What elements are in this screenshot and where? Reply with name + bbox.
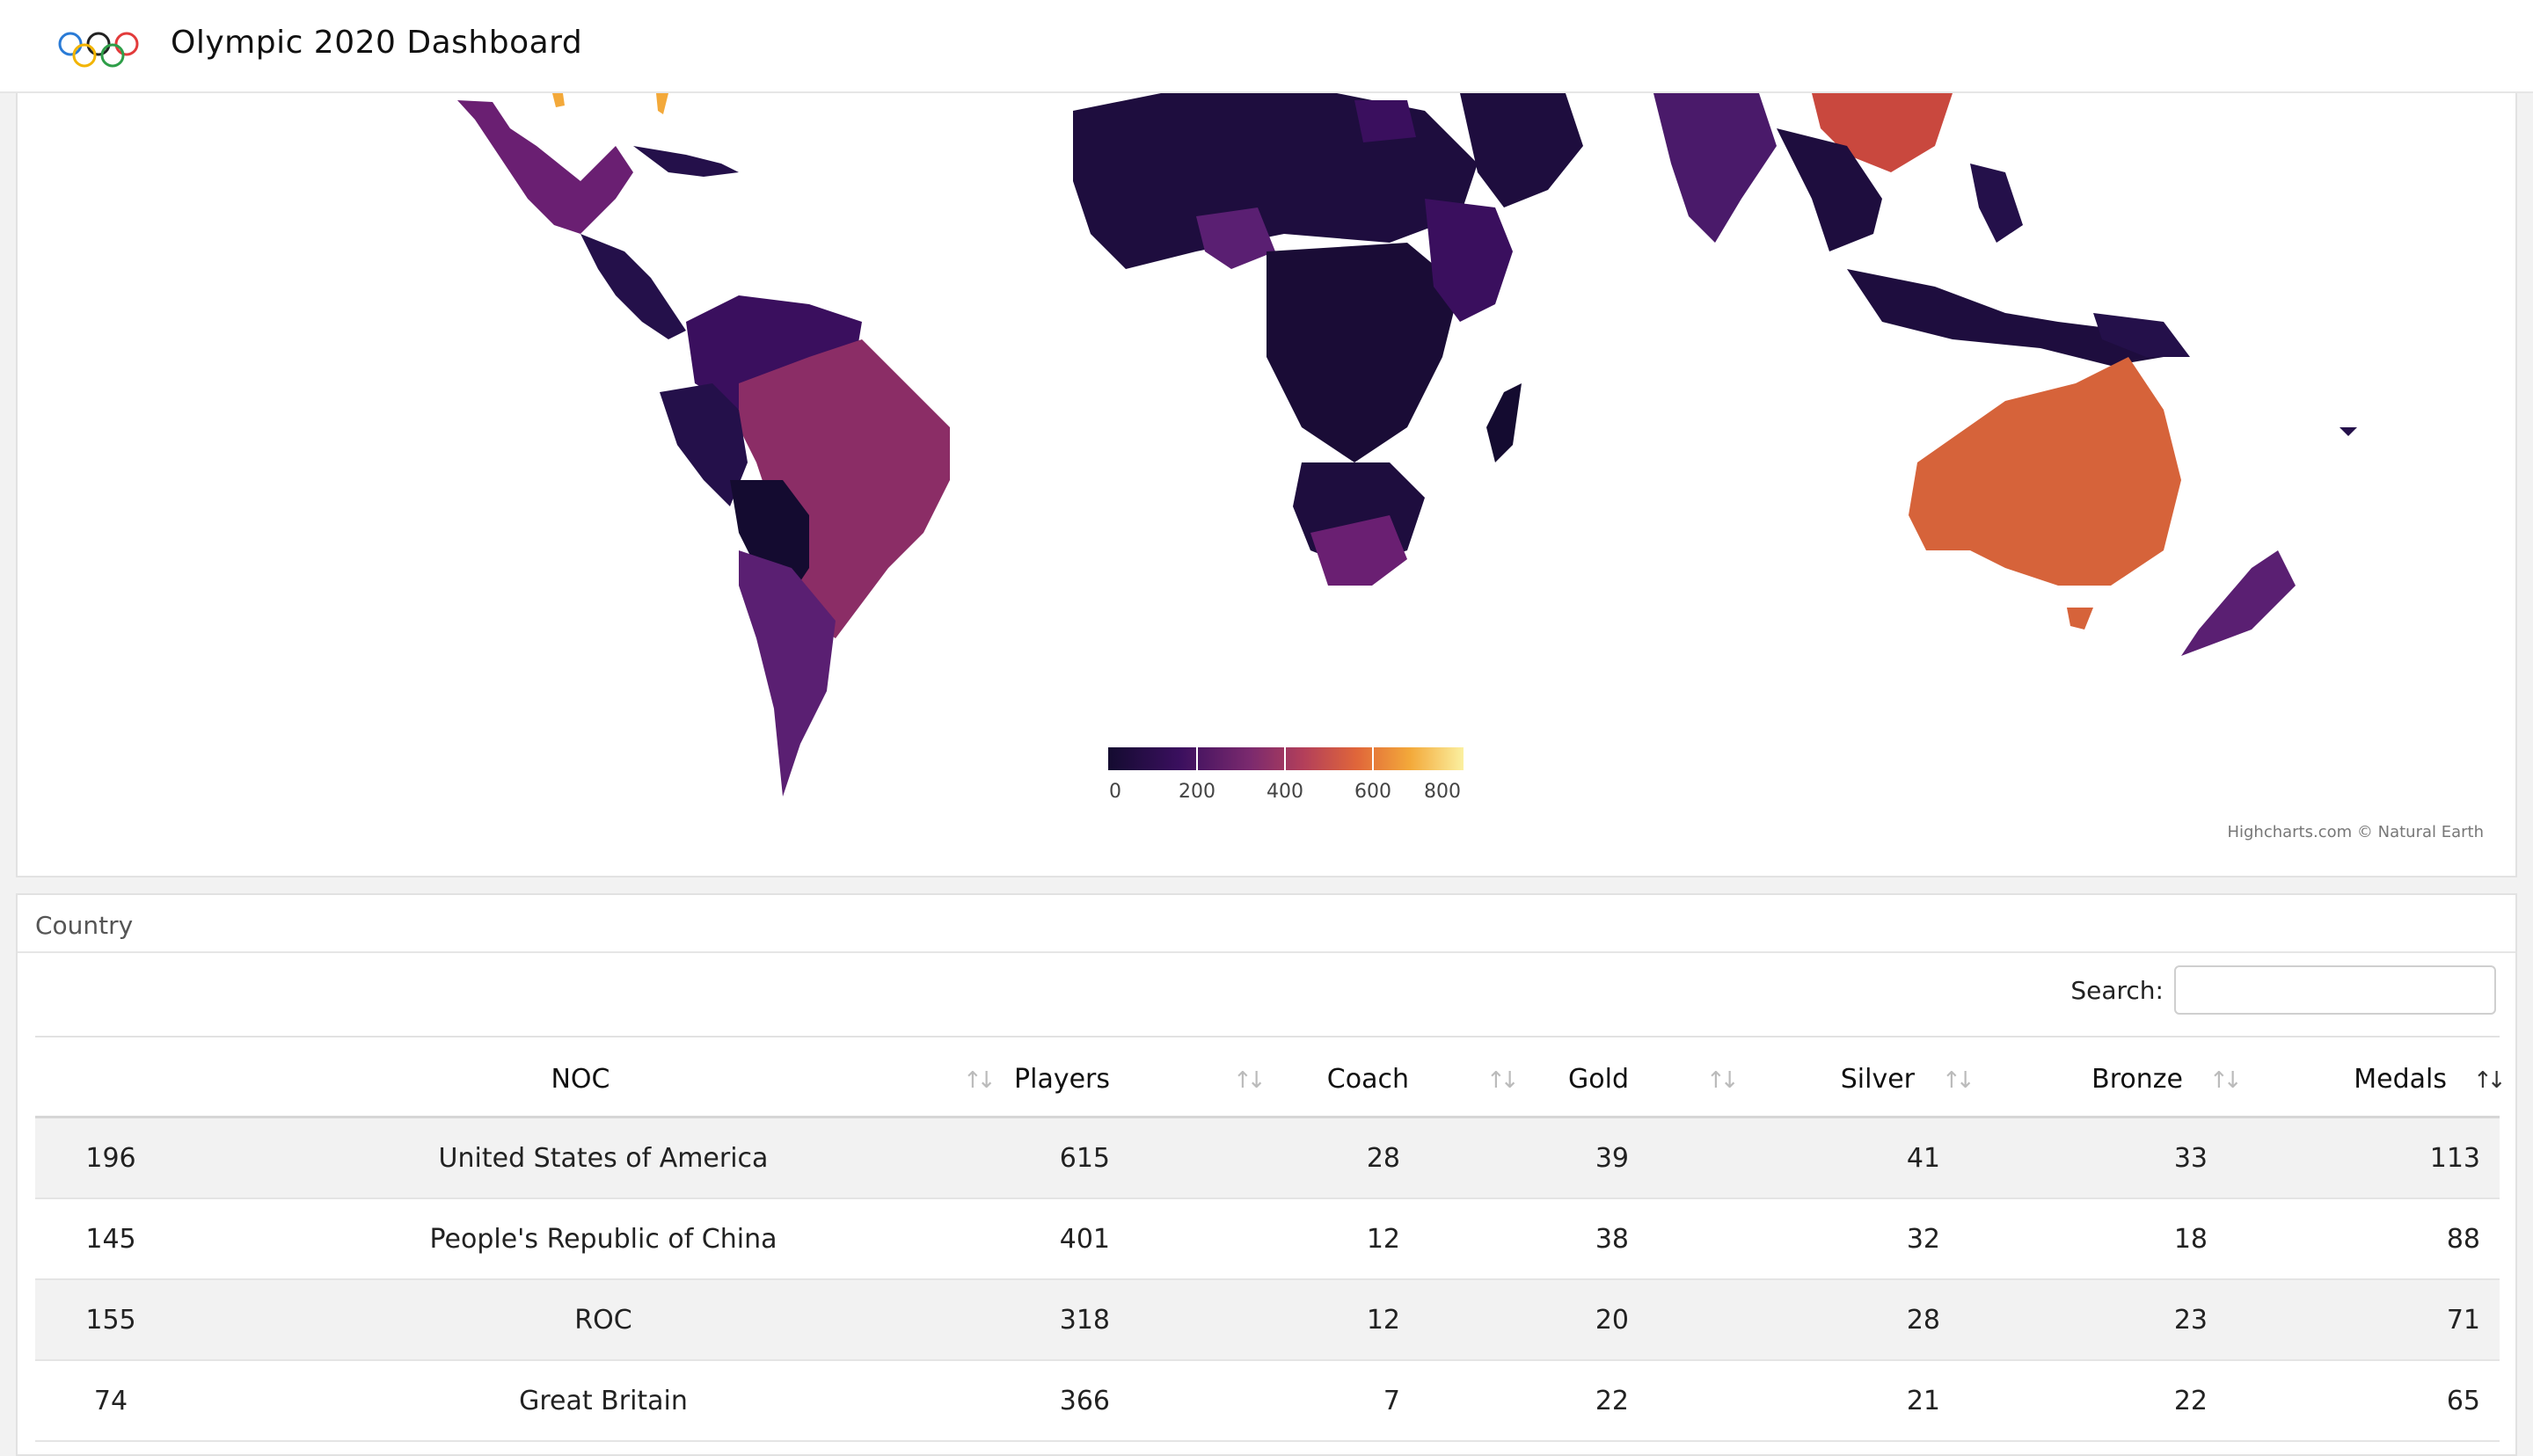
cell-players: 366 bbox=[1059, 1386, 1110, 1416]
card-title: Country bbox=[35, 911, 134, 940]
cell-bronze: 33 bbox=[2173, 1143, 2208, 1174]
cell-medals: 113 bbox=[2429, 1143, 2480, 1174]
cell-id: 196 bbox=[85, 1143, 136, 1174]
column-header-players[interactable]: Players bbox=[1014, 1064, 1110, 1095]
legend-separator bbox=[1284, 747, 1286, 770]
choropleth-map[interactable] bbox=[18, 93, 2517, 877]
search-input[interactable] bbox=[2174, 965, 2496, 1015]
top-navbar: Olympic 2020 Dashboard bbox=[0, 0, 2533, 93]
country-table-card: Country Search: NOC ↑↓ Players ↑↓ Coach … bbox=[16, 893, 2517, 1456]
map-region-middle-east[interactable] bbox=[1460, 93, 1583, 207]
legend-tick: 600 bbox=[1354, 781, 1391, 803]
cell-id: 155 bbox=[85, 1305, 136, 1336]
cell-silver: 21 bbox=[1906, 1386, 1940, 1416]
search-label: Search: bbox=[2070, 975, 2164, 1005]
cell-gold: 39 bbox=[1595, 1143, 1629, 1174]
map-region-png[interactable] bbox=[2093, 313, 2190, 357]
map-region-nigeria[interactable] bbox=[1196, 207, 1275, 269]
color-legend: 0 200 400 600 800 bbox=[1094, 747, 1464, 835]
table-row[interactable]: 74 Great Britain 366 7 22 21 22 65 bbox=[35, 1361, 2500, 1442]
cell-bronze: 22 bbox=[2173, 1386, 2208, 1416]
sort-icon[interactable]: ↑↓ bbox=[1942, 1067, 1975, 1094]
map-region-central-africa[interactable] bbox=[1266, 243, 1460, 462]
sort-icon[interactable]: ↑↓ bbox=[2209, 1067, 2242, 1094]
column-header-noc[interactable]: NOC bbox=[551, 1064, 610, 1095]
legend-separator bbox=[1196, 747, 1198, 770]
world-map-card: 0 200 400 600 800 Highcharts.com © Natur… bbox=[16, 93, 2517, 877]
cell-noc: People's Republic of China bbox=[429, 1224, 777, 1255]
cell-id: 145 bbox=[85, 1224, 136, 1255]
map-credits-link[interactable]: Highcharts.com © Natural Earth bbox=[2227, 823, 2484, 841]
cell-id: 74 bbox=[93, 1386, 128, 1416]
table-row[interactable]: 155 ROC 318 12 20 28 23 71 bbox=[35, 1280, 2500, 1361]
map-region-philippines[interactable] bbox=[1970, 164, 2023, 243]
cell-coach: 7 bbox=[1383, 1386, 1400, 1416]
cell-players: 401 bbox=[1059, 1224, 1110, 1255]
cell-bronze: 18 bbox=[2173, 1224, 2208, 1255]
cell-silver: 41 bbox=[1906, 1143, 1940, 1174]
cell-noc: Great Britain bbox=[519, 1386, 688, 1416]
map-region-caribbean[interactable] bbox=[633, 146, 739, 177]
legend-tick: 800 bbox=[1424, 781, 1461, 803]
legend-gradient-bar bbox=[1108, 747, 1464, 770]
map-region-madagascar[interactable] bbox=[1486, 383, 1522, 462]
column-header-coach[interactable]: Coach bbox=[1326, 1064, 1409, 1095]
column-header-bronze[interactable]: Bronze bbox=[2091, 1064, 2183, 1095]
map-region-indonesia[interactable] bbox=[1847, 269, 2164, 366]
map-region-new-zealand[interactable] bbox=[2181, 550, 2296, 656]
legend-tick: 0 bbox=[1109, 781, 1121, 803]
cell-players: 318 bbox=[1059, 1305, 1110, 1336]
sort-desc-icon[interactable]: ↑↓ bbox=[2473, 1067, 2506, 1094]
cell-medals: 71 bbox=[2446, 1305, 2480, 1336]
map-region-tasmania[interactable] bbox=[2067, 608, 2093, 630]
cell-players: 615 bbox=[1059, 1143, 1110, 1174]
sort-icon[interactable]: ↑↓ bbox=[963, 1067, 996, 1094]
map-region-india[interactable] bbox=[1653, 93, 1777, 243]
olympic-rings-icon bbox=[58, 32, 139, 68]
map-region-north-africa[interactable] bbox=[1073, 93, 1478, 269]
table-header-row: NOC ↑↓ Players ↑↓ Coach ↑↓ Gold ↑↓ Silve… bbox=[35, 1036, 2506, 1118]
cell-noc: ROC bbox=[574, 1305, 632, 1336]
map-region-sea-islands[interactable] bbox=[2340, 427, 2357, 436]
sort-icon[interactable]: ↑↓ bbox=[1706, 1067, 1739, 1094]
map-region-east-africa[interactable] bbox=[1425, 199, 1513, 322]
legend-separator bbox=[1372, 747, 1374, 770]
map-region-south-africa[interactable] bbox=[1310, 515, 1407, 586]
legend-tick: 400 bbox=[1266, 781, 1303, 803]
map-region-bolivia-paraguay[interactable] bbox=[730, 480, 809, 594]
cell-coach: 12 bbox=[1366, 1305, 1400, 1336]
cell-gold: 20 bbox=[1595, 1305, 1629, 1336]
map-region-florida[interactable] bbox=[656, 93, 668, 114]
app-title[interactable]: Olympic 2020 Dashboard bbox=[171, 25, 583, 61]
cell-coach: 28 bbox=[1366, 1143, 1400, 1174]
map-region-egypt[interactable] bbox=[1354, 100, 1416, 142]
map-region-peru-andes[interactable] bbox=[660, 383, 748, 506]
table-search: Search: bbox=[2070, 965, 2496, 1015]
table-row[interactable]: 145 People's Republic of China 401 12 38… bbox=[35, 1199, 2500, 1280]
column-header-medals[interactable]: Medals bbox=[2354, 1064, 2447, 1095]
cell-silver: 32 bbox=[1906, 1224, 1940, 1255]
cell-noc: United States of America bbox=[438, 1143, 769, 1174]
cell-medals: 88 bbox=[2446, 1224, 2480, 1255]
cell-silver: 28 bbox=[1906, 1305, 1940, 1336]
map-region-central-america[interactable] bbox=[580, 234, 686, 339]
cell-bronze: 23 bbox=[2173, 1305, 2208, 1336]
sort-icon[interactable]: ↑↓ bbox=[1486, 1067, 1519, 1094]
cell-coach: 12 bbox=[1366, 1224, 1400, 1255]
map-region-australia[interactable] bbox=[1909, 357, 2181, 586]
table-row[interactable]: 196 United States of America 615 28 39 4… bbox=[35, 1118, 2500, 1199]
map-region-usa-tip[interactable] bbox=[552, 93, 565, 107]
map-region-southeast-asia[interactable] bbox=[1777, 128, 1882, 251]
cell-medals: 65 bbox=[2446, 1386, 2480, 1416]
cell-gold: 38 bbox=[1595, 1224, 1629, 1255]
legend-tick: 200 bbox=[1179, 781, 1215, 803]
card-header: Country bbox=[18, 895, 2515, 953]
map-region-argentina-chile[interactable] bbox=[739, 550, 836, 797]
cell-gold: 22 bbox=[1595, 1386, 1629, 1416]
map-region-mexico[interactable] bbox=[457, 100, 633, 234]
country-table: NOC ↑↓ Players ↑↓ Coach ↑↓ Gold ↑↓ Silve… bbox=[35, 1036, 2506, 1442]
sort-icon[interactable]: ↑↓ bbox=[1233, 1067, 1266, 1094]
column-header-silver[interactable]: Silver bbox=[1840, 1064, 1915, 1095]
column-header-gold[interactable]: Gold bbox=[1568, 1064, 1629, 1095]
